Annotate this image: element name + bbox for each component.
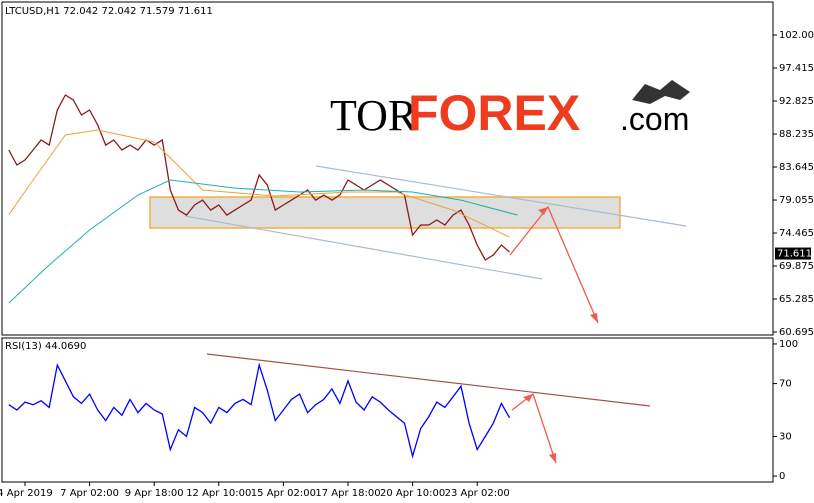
x-tick-label: 7 Apr 02:00 [60, 488, 119, 499]
arrow-head [523, 394, 533, 402]
logo-suffix: .com [620, 101, 689, 137]
last-price-label: 71.611 [777, 249, 812, 260]
y-tick-label: 88.235 [779, 129, 814, 140]
x-tick-label: 23 Apr 02:00 [445, 488, 510, 499]
x-tick-label: 15 Apr 02:00 [251, 488, 316, 499]
logo-prefix: TOR [330, 91, 418, 140]
logo: TOR FOREX .com [330, 80, 690, 141]
price-panel [1, 1, 774, 336]
resistance-zone [149, 196, 621, 229]
rsi-trendline [206, 353, 651, 407]
y-tick-label: 74.465 [779, 228, 814, 239]
y-tick-label: 83.645 [779, 162, 814, 173]
arrow-head [538, 207, 548, 215]
y-tick-label: 79.055 [779, 195, 814, 206]
x-tick-label: 4 Apr 2019 [0, 488, 53, 499]
rsi-title: RSI(13) 44.0690 [5, 341, 86, 352]
arrow-head [549, 453, 556, 463]
rsi-panel [1, 337, 774, 483]
y-tick-label: 92.825 [779, 96, 814, 107]
series-line [8, 362, 511, 459]
y-tick-label: 100 [779, 339, 798, 350]
y-tick-label: 69.875 [779, 261, 814, 272]
y-tick-label: 60.695 [779, 327, 814, 338]
series-line [8, 179, 518, 304]
series-line [8, 129, 510, 238]
channel-upper [315, 165, 687, 227]
rsi-forecast-arrow [511, 392, 557, 464]
x-tick-label: 17 Apr 18:00 [315, 488, 380, 499]
series-line [8, 94, 510, 261]
y-tick-label: 0 [779, 471, 785, 482]
logo-brand: FOREX [408, 85, 580, 141]
arrow-head [590, 313, 598, 323]
y-tick-label: 70 [779, 379, 792, 390]
last-price-box [775, 247, 811, 260]
y-tick-label: 97.415 [779, 63, 814, 74]
logo-icon [632, 80, 690, 104]
y-tick-label: 65.285 [779, 294, 814, 305]
x-tick-label: 9 Apr 18:00 [125, 488, 184, 499]
x-tick-label: 12 Apr 10:00 [186, 488, 251, 499]
x-tick-label: 20 Apr 10:00 [380, 488, 445, 499]
channel-lower [184, 215, 543, 280]
chart-title: LTCUSD,H1 72.042 72.042 71.579 71.611 [5, 6, 213, 17]
y-tick-label: 102.005 [779, 30, 814, 41]
y-tick-label: 30 [779, 431, 792, 442]
